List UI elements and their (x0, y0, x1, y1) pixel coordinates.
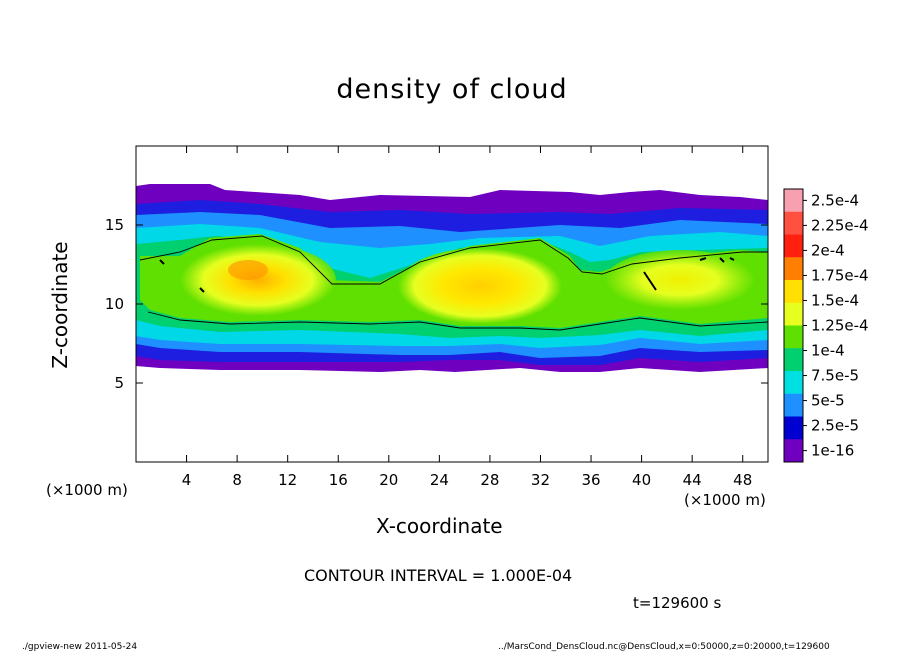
footer-file-info: ../MarsCond_DensCloud.nc@DensCloud,x=0:5… (498, 642, 830, 652)
colorbar-swatch (784, 280, 803, 304)
colorbar-swatch (784, 325, 803, 349)
colorbar-swatch (784, 302, 803, 326)
colorbar-label: 2e-4 (811, 241, 845, 259)
time-stamp: t=129600 s (633, 594, 722, 612)
x-tick-label: 20 (379, 471, 398, 489)
y-axis: 5 10 15 (105, 216, 768, 392)
colorbar-swatch (784, 211, 803, 235)
colorbar-label: 2.5e-5 (811, 417, 859, 435)
colorbar-label: 7.5e-5 (811, 367, 859, 385)
colorbar-swatch (784, 257, 803, 281)
colorbar-label: 5e-5 (811, 392, 845, 410)
x-axis-title: X-coordinate (376, 514, 503, 538)
x-axis: 4 8 12 16 20 24 28 32 36 40 44 48 (182, 146, 752, 489)
x-unit-label-right: (×1000 m) (684, 491, 766, 509)
x-tick-label: 44 (683, 471, 702, 489)
cloud-core-mid (398, 248, 562, 324)
x-tick-label: 12 (278, 471, 297, 489)
contour-dots (159, 257, 735, 293)
colorbar-swatch (784, 234, 803, 258)
colorbar-swatch (784, 439, 803, 463)
colorbar-label: 1.75e-4 (811, 266, 869, 284)
x-unit-label-left: (×1000 m) (46, 481, 128, 499)
colorbar-label: 2.25e-4 (811, 216, 869, 234)
cloud-core-peak (228, 260, 268, 280)
x-tick-label: 24 (430, 471, 449, 489)
cloud-core-right (605, 250, 755, 310)
y-tick-label: 10 (105, 295, 124, 313)
footer-program-info: ./gpview-new 2011-05-24 (22, 642, 138, 652)
x-tick-label: 40 (632, 471, 651, 489)
colorbar-label: 1e-4 (811, 342, 845, 360)
x-tick-label: 32 (531, 471, 550, 489)
colorbar-swatch (784, 189, 803, 213)
x-tick-label: 36 (581, 471, 600, 489)
contour-line (139, 235, 768, 285)
contour-interval-note: CONTOUR INTERVAL = 1.000E-04 (304, 566, 573, 585)
x-tick-label: 8 (232, 471, 242, 489)
colorbar-label: 2.5e-4 (811, 191, 859, 209)
y-tick-label: 15 (105, 216, 124, 234)
x-tick-label: 16 (329, 471, 348, 489)
colorbar-swatch (784, 348, 803, 372)
cloud-field (136, 184, 768, 372)
colorbar-swatch (784, 393, 803, 417)
x-tick-label: 4 (182, 471, 192, 489)
colorbar-label: 1.25e-4 (811, 317, 869, 335)
cloud-core-left (180, 244, 336, 316)
x-tick-label: 28 (480, 471, 499, 489)
colorbar-label: 1e-16 (811, 442, 854, 460)
chart-title: density of cloud (336, 74, 568, 105)
contour-line (147, 311, 768, 331)
y-axis-title: Z-coordinate (48, 241, 72, 369)
y-tick-label: 5 (114, 374, 124, 392)
colorbar-label: 1.5e-4 (811, 291, 859, 309)
colorbar-swatch (784, 371, 803, 395)
colorbar-swatch (784, 416, 803, 440)
x-tick-label: 48 (733, 471, 752, 489)
